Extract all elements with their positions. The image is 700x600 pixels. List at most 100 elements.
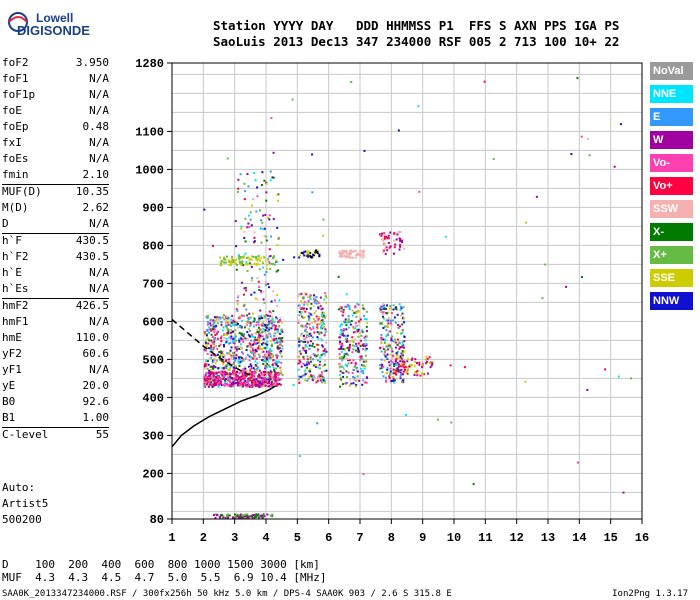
echo-point xyxy=(237,326,240,329)
echo-point xyxy=(357,320,360,323)
echo-point xyxy=(382,303,385,306)
echo-point xyxy=(232,351,235,354)
echo-point xyxy=(297,319,300,322)
echo-point xyxy=(402,346,405,349)
echo-point xyxy=(308,362,311,365)
echo-point xyxy=(387,334,390,337)
echo-point xyxy=(261,359,264,362)
echo-point xyxy=(265,181,268,184)
echo-point xyxy=(243,236,246,239)
echo-point xyxy=(269,170,272,173)
echo-point xyxy=(207,372,210,375)
echo-point xyxy=(212,513,215,516)
echo-point xyxy=(271,317,274,320)
x-tick-label: 12 xyxy=(509,531,523,545)
echo-point xyxy=(244,379,247,382)
echo-point xyxy=(250,375,253,378)
echo-point xyxy=(260,385,263,388)
echo-point xyxy=(396,343,399,346)
echo-point xyxy=(307,377,310,380)
echo-point xyxy=(306,372,309,375)
echo-point xyxy=(361,249,364,252)
echo-point xyxy=(235,373,238,376)
echo-point xyxy=(212,321,215,324)
echo-point xyxy=(316,331,319,334)
y-tick-label: 800 xyxy=(142,239,164,253)
echo-point xyxy=(345,293,348,296)
echo-point xyxy=(313,377,316,380)
echo-point xyxy=(255,210,258,213)
echo-point xyxy=(406,358,409,361)
echo-point xyxy=(319,367,322,370)
echo-point xyxy=(224,354,227,357)
echo-point xyxy=(323,352,326,355)
echo-point xyxy=(240,332,243,335)
echo-point xyxy=(237,317,240,320)
echo-point xyxy=(257,335,260,338)
echo-point xyxy=(310,328,313,331)
echo-point xyxy=(351,250,354,253)
echo-point xyxy=(229,373,232,376)
echo-point xyxy=(217,375,220,378)
echo-point xyxy=(280,321,283,324)
echo-point xyxy=(278,343,281,346)
echo-point xyxy=(276,329,279,332)
echo-point xyxy=(226,364,229,367)
echo-point xyxy=(389,381,392,384)
echo-point xyxy=(353,345,356,348)
echo-point xyxy=(204,341,207,344)
echo-point xyxy=(392,375,395,378)
echo-point xyxy=(353,311,356,314)
echo-point xyxy=(341,344,344,347)
echo-point xyxy=(281,347,284,350)
echo-point xyxy=(249,363,252,366)
echo-point xyxy=(234,375,237,378)
echo-point xyxy=(211,361,214,364)
param-value: 20.0 xyxy=(82,379,110,392)
echo-point xyxy=(222,362,225,365)
echo-point xyxy=(267,286,270,289)
echo-point xyxy=(309,340,312,343)
echo-point xyxy=(325,341,328,344)
echo-point xyxy=(236,303,239,306)
echo-point xyxy=(238,332,241,335)
echo-point xyxy=(324,292,327,295)
echo-point xyxy=(241,314,244,317)
echo-point xyxy=(271,380,274,383)
echo-point xyxy=(307,315,310,318)
echo-point xyxy=(303,254,306,257)
echo-point xyxy=(380,234,383,237)
echo-point xyxy=(342,348,345,351)
echo-point xyxy=(268,323,271,326)
echo-point xyxy=(234,513,237,516)
echo-point xyxy=(247,222,250,225)
echo-point xyxy=(271,371,274,374)
echo-point xyxy=(308,323,311,326)
echo-point xyxy=(265,314,268,317)
echo-point xyxy=(277,326,280,329)
echo-point xyxy=(263,314,266,317)
echo-point xyxy=(337,275,340,278)
echo-point xyxy=(312,318,315,321)
echo-point xyxy=(311,374,314,377)
echo-point xyxy=(262,298,265,301)
param-value: 2.62 xyxy=(82,201,110,214)
echo-point xyxy=(349,252,352,255)
echo-point xyxy=(229,384,232,387)
param-row: hmE 110.0 xyxy=(2,331,109,347)
echo-point xyxy=(361,369,364,372)
echo-point xyxy=(365,318,368,321)
echo-point xyxy=(264,280,267,283)
echo-point xyxy=(343,348,346,351)
echo-point xyxy=(232,341,235,344)
echo-point xyxy=(400,372,403,375)
echo-point xyxy=(401,340,404,343)
echo-point xyxy=(395,377,398,380)
echo-point xyxy=(276,341,279,344)
echo-point xyxy=(227,378,230,381)
echo-point xyxy=(397,129,400,132)
echo-point xyxy=(576,77,579,80)
echo-point xyxy=(238,356,241,359)
echo-point xyxy=(233,336,236,339)
echo-point xyxy=(382,305,385,308)
